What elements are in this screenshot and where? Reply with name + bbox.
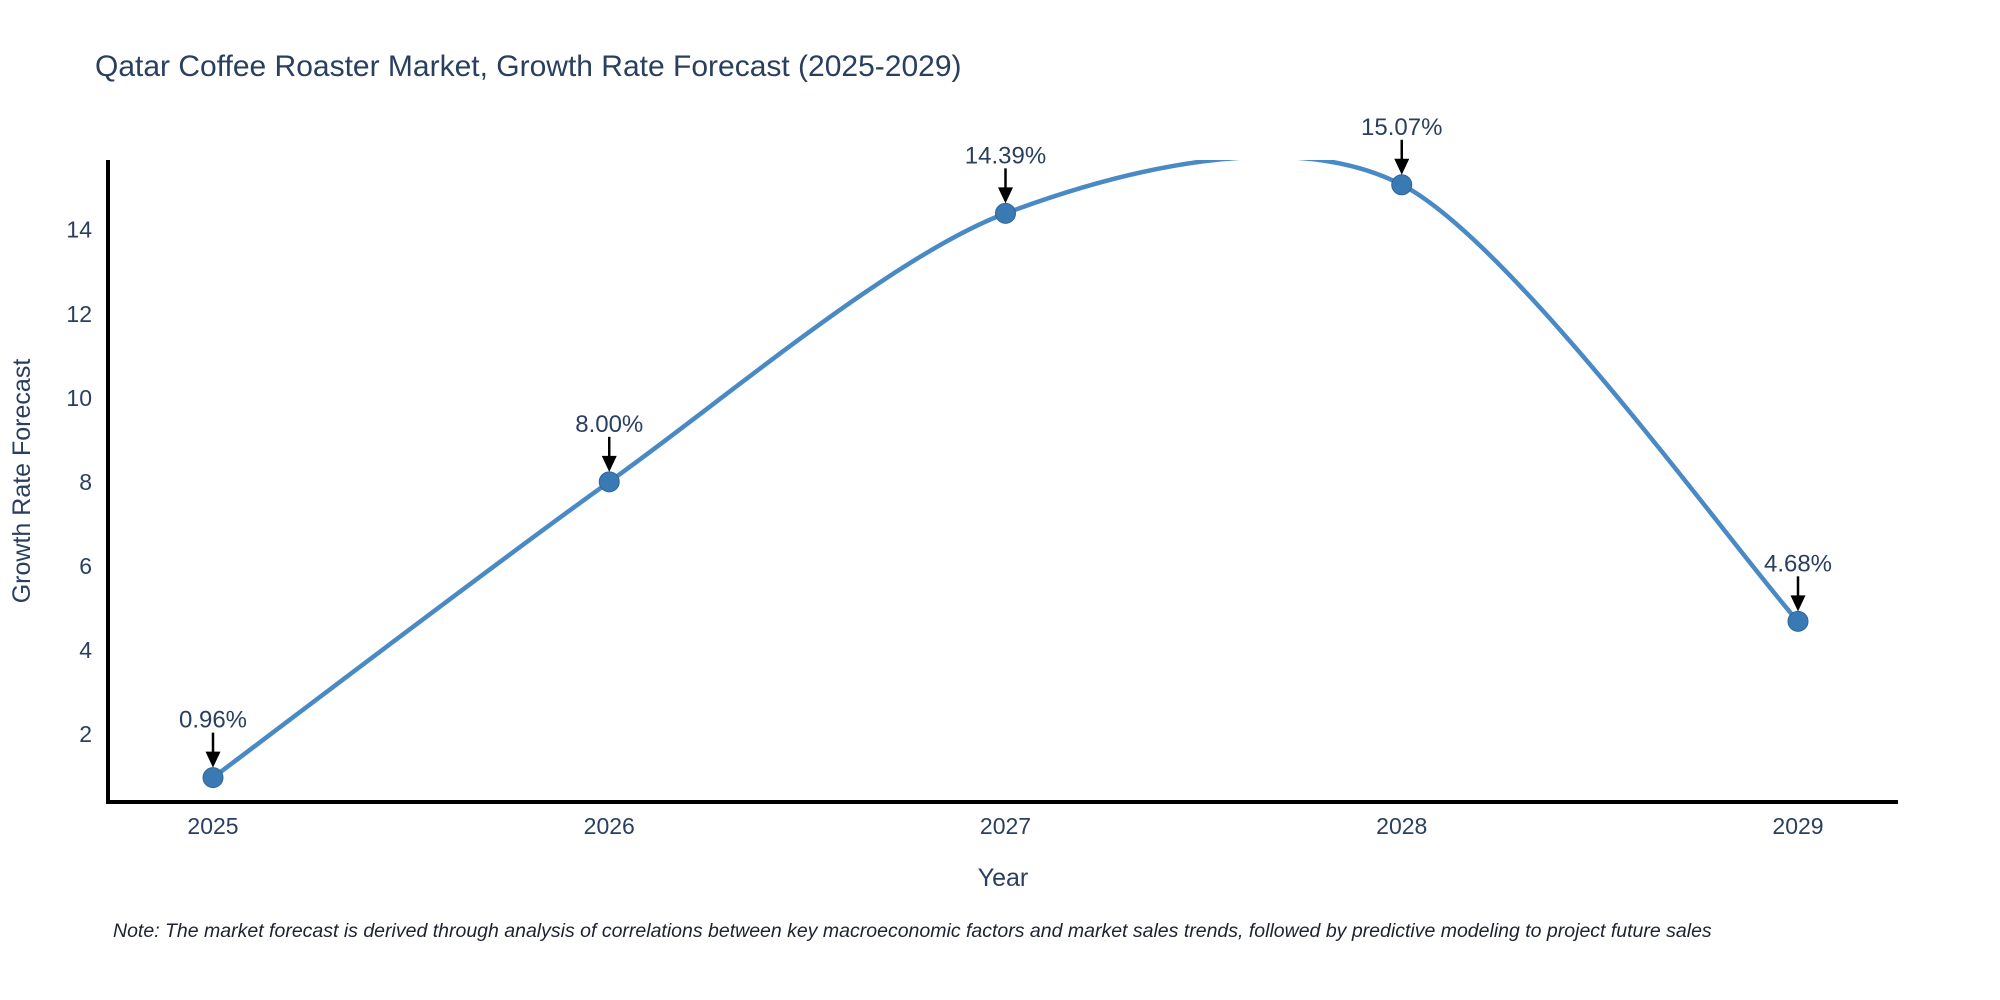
- x-axis-title: Year: [978, 864, 1029, 892]
- chart-title: Qatar Coffee Roaster Market, Growth Rate…: [95, 50, 962, 83]
- data-point[interactable]: [1391, 174, 1413, 196]
- data-point-label: 8.00%: [575, 411, 643, 438]
- data-point-label: 4.68%: [1764, 550, 1832, 577]
- x-tick-label: 2027: [980, 813, 1031, 839]
- y-tick-label: 2: [79, 721, 92, 747]
- axis-spines: [106, 160, 1898, 804]
- data-point[interactable]: [202, 767, 224, 789]
- x-tick-label: 2028: [1376, 813, 1427, 839]
- series-curve: [211, 160, 1800, 780]
- series-layer: [202, 160, 1809, 789]
- data-point-label: 0.96%: [179, 707, 247, 734]
- data-point-label: 15.07%: [1361, 114, 1442, 141]
- y-tick-label: 8: [79, 469, 92, 495]
- footnote: Note: The market forecast is derived thr…: [113, 920, 1712, 942]
- y-tick-label: 10: [66, 385, 92, 411]
- annotation-arrow-head: [998, 187, 1013, 204]
- y-axis-title: Growth Rate Forecast: [8, 359, 36, 604]
- x-tick-label: 2026: [584, 813, 635, 839]
- data-point[interactable]: [1787, 610, 1809, 632]
- y-tick-label: 6: [79, 553, 92, 579]
- x-tick-label: 2025: [187, 813, 238, 839]
- annotation-arrow-head: [601, 455, 617, 472]
- data-point[interactable]: [995, 202, 1016, 224]
- y-tick-label: 4: [79, 637, 92, 663]
- data-point-label: 14.39%: [965, 142, 1046, 169]
- annotation-arrow-head: [205, 751, 221, 768]
- y-tick-label: 12: [66, 301, 92, 327]
- data-point[interactable]: [598, 471, 620, 493]
- x-tick-label: 2029: [1772, 813, 1823, 839]
- annotation-arrow-head: [1790, 595, 1806, 612]
- annotation-arrow-head: [1394, 158, 1410, 175]
- y-tick-label: 14: [66, 217, 92, 243]
- annotation-layer: 2 4 6 8 10 12 14 2025 2026 2027 2028 2029 0.96% 8.00%…: [66, 114, 1832, 839]
